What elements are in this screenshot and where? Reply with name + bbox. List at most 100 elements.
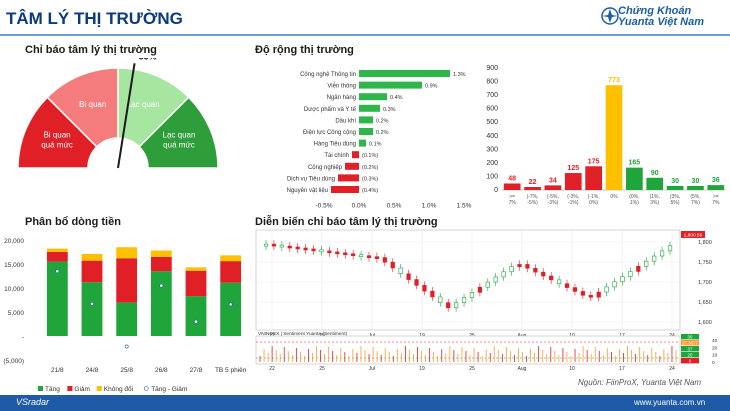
candle-body (636, 266, 641, 272)
sector-x-tick: 0.0% (352, 203, 367, 210)
sector-bar (338, 174, 359, 182)
trend-lower-x-tick: 25 (469, 366, 475, 372)
distribution-value-label: 175 (588, 158, 600, 165)
logo-line-1: Chứng Khoán (618, 5, 692, 17)
distribution-x-label-line: (1%, (650, 194, 660, 200)
sector-breadth-chart: Công nghệ Thông tin 1.3% Viễn thông 0.9% Ngâ… (287, 70, 472, 210)
distribution-x-label: (-5%, -3%) (547, 194, 559, 206)
trend-last-value-badge (681, 231, 705, 238)
logo-line-2: Yuanta Việt Nam (618, 16, 704, 28)
sector-value-label: 0.9% (425, 84, 438, 90)
flow-bar-segment (46, 248, 68, 252)
flow-y-tick: (5,000) (3, 358, 24, 365)
distribution-x-label: (3%, 5%) (670, 194, 680, 206)
sector-bar (345, 162, 359, 170)
distribution-x-label-line: >= (509, 194, 515, 200)
distribution-x-label-line: 7%) (691, 200, 700, 206)
distribution-value-label: 125 (567, 165, 579, 172)
flow-bar-segment (116, 302, 138, 336)
flow-bar-segment (150, 256, 172, 272)
sector-x-tick: -0.5% (316, 203, 333, 210)
trend-lower-x-tick: 24 (669, 366, 675, 372)
trend-lower-x-tick: 19 (419, 366, 425, 372)
sector-bar (352, 151, 359, 159)
flow-bar-segment (185, 267, 207, 271)
candle-body (644, 260, 649, 267)
distribution-value-label: 90 (651, 170, 659, 177)
distribution-x-label-line: 5%) (671, 200, 680, 206)
sector-bar (359, 128, 373, 135)
flow-legend-label: Tăng (45, 386, 60, 393)
flow-bar-segment (220, 261, 242, 283)
trend-y-tick: 1,750 (698, 260, 712, 266)
gauge-segment-label: Bi quan (79, 100, 106, 109)
footer-brand: VSradar (16, 397, 50, 407)
flow-bar-segment (116, 258, 138, 303)
gauge-label-line: Bi quan (79, 100, 106, 109)
sector-value-label: 0.3% (383, 107, 396, 113)
flow-bar-segment (81, 253, 103, 261)
sector-bar (359, 116, 373, 124)
distribution-bar (646, 177, 664, 190)
sector-x-tick: 1.5% (457, 203, 472, 210)
trend-y-tick: 1,600 (698, 320, 712, 326)
sector-value-label: 1.3% (453, 72, 466, 78)
gauge-label-line: Lạc quan (127, 100, 160, 109)
page-title: TÂM LÝ THỊ TRƯỜNG (6, 9, 183, 28)
distribution-x-label: (-3%, -1%) (567, 194, 579, 206)
sector-x-tick: 1.0% (422, 203, 437, 210)
candle-body (517, 264, 522, 267)
distribution-value-label: 34 (549, 177, 557, 184)
trend-lower-badge-label: 0 (689, 358, 692, 363)
candle-body (477, 286, 482, 293)
sector-label: Công nghệ Thông tin (300, 72, 356, 78)
footer-website: www.yuanta.com.vn (634, 398, 706, 407)
flow-bar-segment (46, 261, 68, 336)
flow-legend-label: Không đổi (104, 385, 133, 393)
gauge-label-line: quá mức (163, 141, 195, 150)
distribution-x-label: 0% (610, 194, 618, 200)
trend-lower-frame (255, 335, 681, 365)
breadth-section-title: Độ rộng thị trường (255, 44, 354, 56)
candle-body (454, 302, 459, 309)
sector-value-label: (0.1%) (362, 153, 378, 159)
candle-body (343, 252, 348, 256)
candle-body (327, 250, 332, 254)
candle-body (335, 251, 340, 255)
sector-bar (359, 70, 450, 77)
distribution-y-tick: 600 (486, 106, 498, 113)
candle-body (525, 264, 530, 269)
flow-legend-marker (143, 386, 149, 391)
trend-lower-x-tick: 22 (269, 366, 275, 372)
candle-body (263, 243, 269, 247)
flow-net-point (159, 283, 164, 288)
candle-body (604, 286, 609, 293)
gauge-label-line: Bi quan (43, 131, 70, 140)
footer-bar (0, 395, 730, 411)
candle-body (271, 243, 277, 247)
flow-y-tick: 15,000 (4, 262, 24, 269)
distribution-x-label: (-1%, 0%) (588, 194, 600, 206)
candle-body (295, 246, 300, 250)
source-note: Nguồn: FiinProX, Yuanta Việt Nam (578, 378, 702, 387)
candle-body (303, 247, 308, 251)
distribution-x-label-line: 7% (509, 200, 517, 206)
sector-label: Dầu khí (335, 118, 356, 124)
candle-body (382, 257, 387, 263)
money-flow-chart: (5,000) - 5,000 10,000 15,000 20,000 21/8 24/8 2… (3, 238, 246, 393)
distribution-bar (503, 183, 521, 190)
flow-net-point (228, 302, 233, 307)
trend-lower-badge (681, 358, 699, 364)
candle-body (319, 249, 324, 253)
trend-plot-frame (255, 229, 681, 331)
candle-body (461, 297, 467, 303)
trend-lower-badge-label: 30 (688, 334, 693, 339)
flow-x-label: 25/8 (120, 367, 133, 374)
distribution-y-tick: 400 (486, 133, 498, 140)
flow-bar-segment (116, 247, 138, 259)
candle-body (311, 248, 316, 252)
trend-lower-x-tick: 17 (619, 366, 625, 372)
candle-body (279, 244, 284, 248)
